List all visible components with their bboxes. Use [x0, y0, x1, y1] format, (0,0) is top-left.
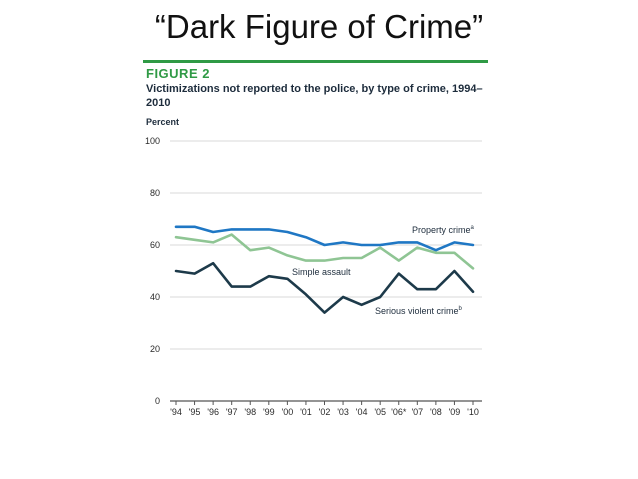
y-axis-label: Percent: [146, 117, 180, 127]
x-tick-label: '00: [282, 407, 294, 417]
y-tick-label: 20: [150, 344, 160, 354]
series-lines: [174, 225, 475, 314]
x-tick-labels: '94 '95 '96 '97 '98 '99 '00 '01 '02 '03 '04 '05 '06*…: [170, 401, 479, 417]
figure-caption: Victimizations not reported to the polic…: [146, 83, 483, 109]
series-line-1: [174, 233, 475, 270]
x-tick-label: '97: [226, 407, 238, 417]
x-tick-label: '09: [449, 407, 461, 417]
x-tick-label: '08: [430, 407, 442, 417]
x-tick-label: '03: [337, 407, 349, 417]
series-line-2: [174, 261, 475, 314]
chart-grid: [170, 140, 482, 402]
x-tick-label: '01: [300, 407, 312, 417]
y-tick-labels: 0 20 40 60 80 100: [145, 136, 160, 406]
x-tick-label: '04: [356, 407, 368, 417]
x-tick-label: '98: [244, 407, 256, 417]
figure-top-rule: [143, 60, 488, 63]
x-tick-label: '02: [319, 407, 331, 417]
x-tick-label: '07: [411, 407, 423, 417]
y-tick-label: 80: [150, 188, 160, 198]
x-tick-label: '99: [263, 407, 275, 417]
series-label-1: Simple assault: [292, 267, 351, 277]
y-tick-label: 60: [150, 240, 160, 250]
x-tick-label: '94: [170, 407, 182, 417]
slide-title: “Dark Figure of Crime”: [154, 8, 484, 45]
x-tick-label: '10: [467, 407, 479, 417]
y-tick-label: 40: [150, 292, 160, 302]
series-labels: Property crimea Simple assault Serious vio…: [292, 225, 475, 316]
y-tick-label: 100: [145, 136, 160, 146]
x-tick-label: '05: [374, 407, 386, 417]
x-tick-label: '96: [207, 407, 219, 417]
x-tick-label: '06*: [391, 407, 407, 417]
y-tick-label: 0: [155, 396, 160, 406]
series-label-2: Serious violent crimeb: [375, 306, 463, 316]
figure-label: FIGURE 2: [146, 66, 210, 81]
x-tick-label: '95: [189, 407, 201, 417]
series-line-0: [174, 225, 475, 252]
series-label-0: Property crimea: [412, 225, 475, 235]
